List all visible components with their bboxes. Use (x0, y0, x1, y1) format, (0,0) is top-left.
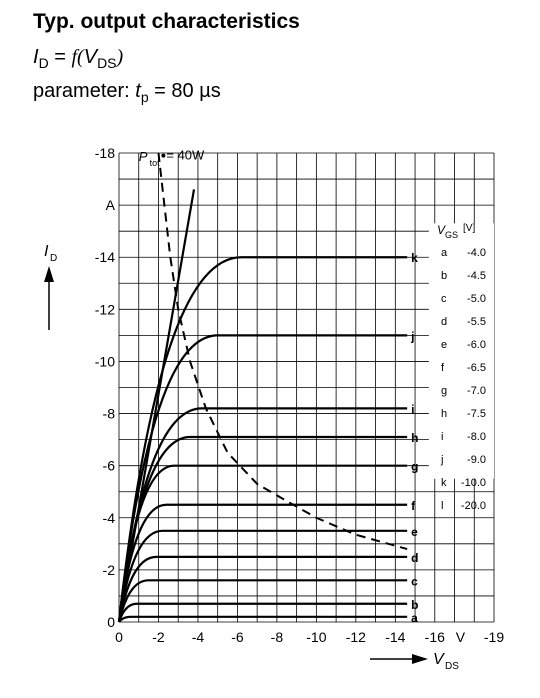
curve-label-j: j (410, 329, 414, 343)
legend-key: k (441, 477, 447, 489)
eq-arg-sub: DS (97, 54, 117, 71)
x-axis-label-sub: DS (445, 661, 459, 672)
x-tick-label: -8 (271, 629, 284, 645)
y-tick-label: -2 (103, 562, 116, 578)
legend-value: -10.0 (461, 477, 486, 489)
legend-key: a (441, 247, 448, 259)
y-tick-label: -8 (103, 406, 116, 422)
legend-title-sub: GS (445, 230, 458, 240)
legend-value: -20.0 (461, 500, 486, 512)
y-axis-unit: A (106, 197, 116, 213)
x-tick-label: -6 (231, 629, 244, 645)
legend-value: -7.5 (467, 408, 486, 420)
legend-key: d (441, 316, 447, 328)
param-var: t (135, 80, 141, 102)
curve-label-c: c (411, 574, 418, 588)
legend-value: -4.5 (467, 270, 486, 282)
legend-value: -9.0 (467, 454, 486, 466)
x-tick-label: -10 (306, 629, 326, 645)
curve-label-i: i (411, 402, 414, 416)
curve-label-b: b (411, 598, 418, 612)
y-axis-arrow-head (44, 266, 54, 282)
y-tick-label: 0 (107, 614, 115, 630)
eq-arg: V (83, 46, 98, 68)
eq-paren-open: ( (77, 46, 84, 68)
chart-subtitle: ID = f(VDS) (33, 46, 123, 71)
x-tick-label: -2 (152, 629, 165, 645)
legend-key: h (441, 408, 447, 420)
curve-i (117, 407, 408, 623)
legend-key: l (441, 500, 443, 512)
legend-key: g (441, 385, 447, 397)
eq-function: f (71, 46, 78, 68)
legend-key: f (441, 362, 445, 374)
legend-title: V (437, 223, 446, 237)
y-tick-label: -12 (95, 301, 115, 317)
y-tick-label: -18 (95, 145, 115, 161)
x-axis-unit: V (456, 629, 466, 645)
legend-value: -6.0 (467, 339, 486, 351)
legend-key: i (441, 431, 443, 443)
curve-label-a: a (411, 611, 418, 625)
param-var-sub: p (140, 88, 149, 105)
legend-key: b (441, 270, 447, 282)
x-tick-label: -12 (346, 629, 366, 645)
y-axis-label: I (44, 243, 49, 260)
eq-var: I (33, 46, 39, 68)
legend-key: j (440, 454, 443, 466)
ptot-curve (157, 152, 408, 551)
ptot-label: P (139, 149, 148, 164)
legend-key: e (441, 339, 447, 351)
param-value: = 80 µs (148, 80, 221, 102)
ptot-marker (161, 153, 166, 158)
x-tick-label: 0 (115, 629, 123, 645)
y-tick-label: -10 (95, 353, 115, 369)
curve-label-g: g (411, 460, 418, 474)
x-tick-label: -19 (484, 629, 504, 645)
eq-equals: = (48, 46, 72, 68)
legend-background (428, 223, 494, 479)
curve-l (117, 189, 196, 623)
x-tick-label: -4 (192, 629, 205, 645)
eq-paren-close: ) (116, 46, 124, 68)
legend-value: -5.0 (467, 293, 486, 305)
y-tick-label: -14 (95, 249, 115, 265)
x-axis-label: V (433, 651, 445, 668)
x-tick-label: -14 (385, 629, 405, 645)
curve-label-e: e (411, 525, 418, 539)
y-axis-label-sub: D (50, 253, 57, 264)
chart-parameter: parameter: tp = 80 µs (33, 80, 221, 105)
eq-var-sub: D (38, 54, 49, 71)
legend-key: c (441, 293, 447, 305)
y-tick-label: -6 (103, 458, 116, 474)
curve-k (117, 256, 408, 623)
legend-value: -6.5 (467, 362, 486, 374)
legend-unit: [V] (463, 223, 475, 234)
legend-value: -8.0 (467, 431, 486, 443)
legend-value: -4.0 (467, 247, 486, 259)
curve-label-d: d (411, 551, 418, 565)
curve-label-k: k (411, 251, 418, 265)
chart-title: Typ. output characteristics (33, 10, 300, 33)
ptot-value: = 40W (166, 148, 205, 163)
ptot-label-sub: tot (150, 158, 161, 168)
x-axis-arrow-head (412, 654, 428, 664)
x-tick-label: -16 (425, 629, 445, 645)
curve-label-h: h (411, 431, 418, 445)
curve-label-f: f (411, 499, 416, 513)
param-label: parameter: (33, 80, 136, 102)
legend-value: -5.5 (467, 316, 486, 328)
legend-value: -7.0 (467, 385, 486, 397)
y-tick-label: -4 (103, 510, 116, 526)
